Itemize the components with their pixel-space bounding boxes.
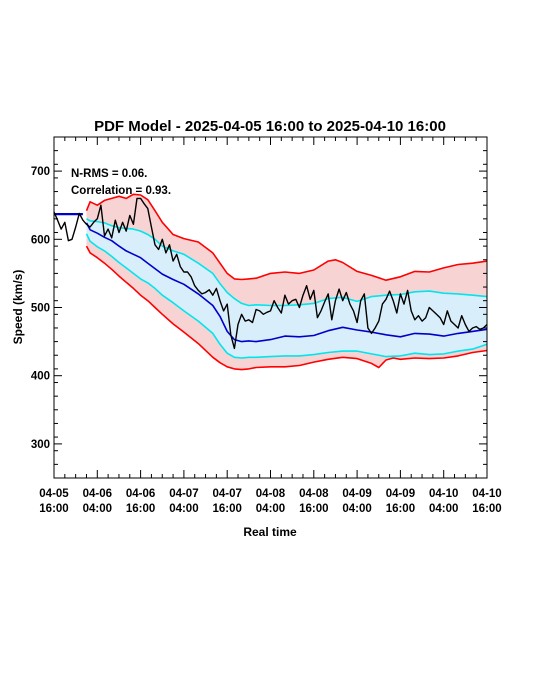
- nrms-annotation: N-RMS = 0.06.: [71, 168, 147, 180]
- x-tick-label-date: 04-10: [429, 488, 458, 500]
- x-tick-label-time: 16:00: [126, 503, 155, 515]
- x-tick-label-time: 04:00: [256, 503, 285, 515]
- y-tick-label: 700: [31, 166, 50, 178]
- y-tick-label: 300: [31, 439, 50, 451]
- x-tick-label-time: 16:00: [299, 503, 328, 515]
- x-tick-label-date: 04-09: [342, 488, 371, 500]
- y-tick-label: 600: [31, 234, 50, 246]
- y-tick-label: 500: [31, 303, 50, 315]
- plot-area: [53, 193, 488, 371]
- x-tick-label-date: 04-06: [83, 488, 112, 500]
- x-tick-label-date: 04-08: [256, 488, 286, 500]
- axes: 300 400 500 600 700 04-05 16:00 04-06 04:00 04-06…: [31, 136, 502, 515]
- x-tick-label-date: 04-08: [299, 488, 329, 500]
- x-tick-label-date: 04-09: [386, 488, 415, 500]
- inner-lower-line: [85, 233, 488, 359]
- x-tick-label-time: 04:00: [83, 503, 112, 515]
- x-tick-label-time: 16:00: [472, 503, 501, 515]
- correlation-annotation: Correlation = 0.93.: [71, 185, 171, 197]
- observed-line: [53, 197, 488, 350]
- chart-title: PDF Model - 2025-04-05 16:00 to 2025-04-…: [94, 118, 446, 135]
- outer-upper-line: [85, 193, 488, 282]
- median-line: [85, 222, 488, 343]
- x-tick-label-time: 16:00: [212, 503, 241, 515]
- y-axis-label: Speed (km/s): [11, 270, 25, 345]
- inner-band-fill: [86, 218, 487, 358]
- x-tick-label-date: 04-06: [126, 488, 155, 500]
- x-tick-label-time: 16:00: [39, 503, 68, 515]
- y-tick-label: 400: [31, 371, 50, 383]
- outer-lower-line: [85, 245, 488, 371]
- x-tick-label-date: 04-07: [169, 488, 198, 500]
- x-tick-label-date: 04-10: [472, 488, 501, 500]
- x-axis-label: Real time: [243, 525, 297, 539]
- x-tick-label-time: 04:00: [429, 503, 458, 515]
- x-tick-label-time: 16:00: [386, 503, 415, 515]
- x-tick-label-date: 04-05: [39, 488, 69, 500]
- annotations: N-RMS = 0.06. Correlation = 0.93.: [71, 168, 171, 197]
- x-tick-label-time: 04:00: [342, 503, 371, 515]
- x-tick-label-time: 04:00: [169, 503, 198, 515]
- x-tick-label-date: 04-07: [212, 488, 241, 500]
